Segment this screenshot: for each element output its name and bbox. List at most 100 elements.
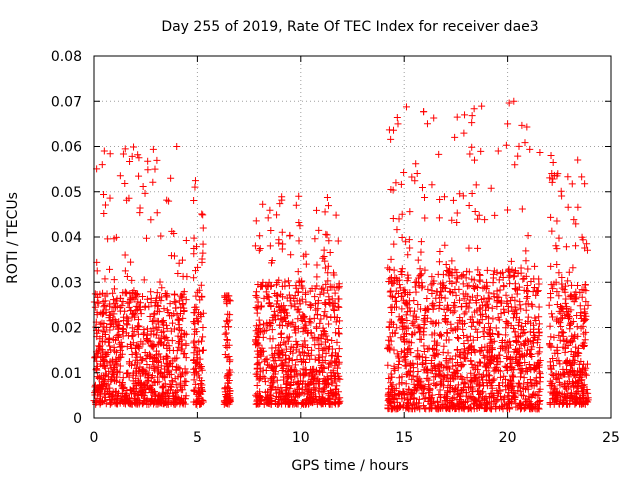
data-point — [466, 343, 474, 351]
data-point — [148, 372, 156, 380]
data-point — [406, 360, 414, 368]
data-point — [476, 271, 484, 279]
data-point — [569, 356, 577, 364]
data-point — [407, 339, 415, 347]
data-point — [182, 296, 190, 304]
data-point — [485, 394, 493, 402]
data-point — [144, 377, 152, 385]
data-point — [190, 376, 198, 384]
data-point — [560, 392, 568, 400]
data-point — [441, 294, 449, 302]
data-point — [97, 398, 105, 406]
data-point — [221, 388, 229, 396]
data-point — [330, 283, 338, 291]
data-point — [292, 323, 300, 331]
data-point — [520, 341, 528, 349]
data-point — [505, 392, 513, 400]
data-point — [488, 338, 496, 346]
data-point — [313, 206, 321, 214]
data-point — [402, 362, 410, 370]
data-point — [175, 259, 183, 267]
data-point — [564, 173, 572, 181]
data-point — [116, 172, 124, 180]
data-point — [311, 333, 319, 341]
data-point — [193, 397, 201, 405]
data-point — [327, 314, 335, 322]
data-point — [276, 388, 284, 396]
data-point — [523, 292, 531, 300]
data-point — [289, 398, 297, 406]
data-point — [261, 378, 269, 386]
data-point — [322, 382, 330, 390]
data-point — [401, 330, 409, 338]
x-tick-label: 25 — [602, 430, 620, 446]
data-point — [496, 286, 504, 294]
data-point — [445, 336, 453, 344]
data-point — [431, 364, 439, 372]
data-point — [553, 388, 561, 396]
data-point — [448, 216, 456, 224]
data-point — [96, 320, 104, 328]
data-point — [261, 374, 269, 382]
data-point — [167, 386, 175, 394]
data-point — [493, 360, 501, 368]
data-point — [98, 353, 106, 361]
data-point — [571, 331, 579, 339]
data-point — [434, 402, 442, 410]
data-point — [436, 195, 444, 203]
data-point — [391, 293, 399, 301]
data-point — [110, 396, 118, 404]
data-point — [405, 304, 413, 312]
data-point — [159, 384, 167, 392]
data-point — [285, 400, 293, 408]
data-point — [176, 400, 184, 408]
data-point — [557, 315, 565, 323]
data-point — [567, 291, 575, 299]
data-point — [298, 343, 306, 351]
data-point — [393, 324, 401, 332]
data-point — [158, 390, 166, 398]
data-point — [459, 280, 467, 288]
data-point — [473, 292, 481, 300]
data-point — [400, 169, 408, 177]
data-point — [260, 294, 268, 302]
data-point — [406, 345, 414, 353]
data-point — [421, 315, 429, 323]
data-point — [405, 385, 413, 393]
data-point — [278, 193, 286, 201]
data-point — [562, 295, 570, 303]
data-point — [260, 400, 268, 408]
data-point — [528, 405, 536, 413]
data-point — [278, 228, 286, 236]
data-point — [152, 400, 160, 408]
data-point — [515, 345, 523, 353]
data-point — [547, 213, 555, 221]
data-point — [520, 392, 528, 400]
data-point — [584, 301, 592, 309]
data-point — [491, 211, 499, 219]
data-point — [518, 322, 526, 330]
data-point — [163, 196, 171, 204]
data-point — [571, 372, 579, 380]
data-point — [523, 123, 531, 131]
data-point — [335, 282, 343, 290]
data-point — [149, 357, 157, 365]
data-point — [418, 360, 426, 368]
data-point — [549, 159, 557, 167]
data-point — [413, 170, 421, 178]
data-point — [410, 297, 418, 305]
data-point — [174, 373, 182, 381]
data-point — [514, 321, 522, 329]
data-point — [449, 196, 457, 204]
data-point — [165, 394, 173, 402]
data-point — [436, 247, 444, 255]
data-point — [324, 262, 332, 270]
data-point — [464, 350, 472, 358]
data-point — [459, 400, 467, 408]
data-point — [106, 194, 114, 202]
data-point — [505, 344, 513, 352]
data-point — [447, 288, 455, 296]
data-point — [456, 190, 464, 198]
data-point — [472, 181, 480, 189]
data-point — [566, 339, 574, 347]
